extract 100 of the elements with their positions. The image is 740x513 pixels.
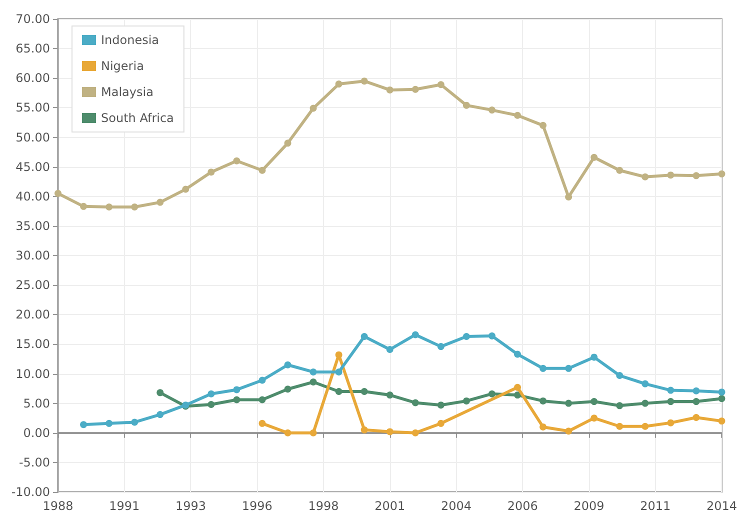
point xyxy=(565,428,572,435)
point xyxy=(514,384,522,391)
point xyxy=(284,386,292,393)
point xyxy=(692,387,700,394)
legend-label: Indonesia xyxy=(101,33,160,47)
point xyxy=(310,378,317,386)
point xyxy=(156,389,164,396)
point xyxy=(718,170,726,178)
point xyxy=(156,198,164,206)
x-tick-label: 2014 xyxy=(706,499,738,513)
y-tick-label: 65.00 xyxy=(16,42,50,56)
y-tick-label: 25.00 xyxy=(16,278,50,292)
point xyxy=(106,204,113,211)
point xyxy=(360,388,368,395)
point xyxy=(667,419,674,426)
point xyxy=(514,350,522,358)
point xyxy=(565,364,572,372)
y-tick-label: 15.00 xyxy=(16,337,50,352)
y-tick-label: 30.00 xyxy=(16,248,50,262)
x-tick-label: 1996 xyxy=(242,499,272,513)
point xyxy=(335,368,342,376)
point xyxy=(233,157,240,164)
point xyxy=(488,332,496,340)
point xyxy=(642,173,649,180)
x-tick-label: 1998 xyxy=(308,499,339,513)
point xyxy=(386,392,394,399)
x-tick-label: 2001 xyxy=(374,499,406,513)
point xyxy=(718,395,726,402)
point xyxy=(514,112,522,119)
y-tick-label: 20.00 xyxy=(16,308,50,322)
point xyxy=(258,166,266,174)
y-tick-label: 45.00 xyxy=(16,160,50,174)
point xyxy=(412,399,419,406)
point xyxy=(590,154,598,161)
point xyxy=(208,168,215,176)
point xyxy=(258,420,266,427)
point xyxy=(360,78,368,85)
legend-label: South Africa xyxy=(101,111,174,125)
y-tick-label: -5.00 xyxy=(18,455,50,470)
point xyxy=(284,140,292,147)
point xyxy=(642,380,649,388)
point xyxy=(667,172,674,179)
point xyxy=(80,421,88,428)
y-tick-label: 0.00 xyxy=(23,426,50,440)
point xyxy=(156,411,164,418)
point xyxy=(488,390,496,398)
point xyxy=(182,186,190,193)
point xyxy=(642,400,649,407)
point xyxy=(540,364,547,372)
point xyxy=(131,204,138,211)
point xyxy=(233,386,240,394)
y-tick-label: 60.00 xyxy=(16,71,50,86)
point xyxy=(514,392,522,399)
point xyxy=(692,414,700,421)
point xyxy=(667,398,674,406)
point xyxy=(258,396,266,404)
x-tick-label: 2011 xyxy=(640,499,671,513)
point xyxy=(80,202,88,210)
y-tick-label: -10.00 xyxy=(11,485,50,499)
point xyxy=(565,400,572,407)
point xyxy=(437,420,444,427)
y-tick-label: 50.00 xyxy=(16,130,50,144)
point xyxy=(616,166,624,174)
point xyxy=(692,172,700,180)
point xyxy=(310,429,317,436)
point xyxy=(208,390,215,398)
point xyxy=(437,343,444,350)
point xyxy=(284,429,292,436)
point xyxy=(540,397,547,404)
point xyxy=(437,402,444,409)
x-tick-label: 2006 xyxy=(507,499,538,513)
point xyxy=(462,102,470,109)
x-tick-label: 1993 xyxy=(175,499,206,513)
point xyxy=(386,428,394,436)
point xyxy=(335,388,342,395)
point xyxy=(540,122,547,129)
point xyxy=(540,423,547,430)
point xyxy=(642,422,649,430)
point xyxy=(616,372,624,380)
y-tick-label: 70.00 xyxy=(16,12,50,26)
y-tick-label: 5.00 xyxy=(23,396,50,410)
point xyxy=(310,368,317,376)
point xyxy=(437,81,444,88)
x-tick-label: 2004 xyxy=(440,499,472,513)
point xyxy=(386,346,394,354)
y-tick-label: 40.00 xyxy=(16,189,50,204)
x-tick-label: 1991 xyxy=(109,499,140,513)
point xyxy=(412,429,419,436)
point xyxy=(616,422,624,430)
point xyxy=(335,351,342,358)
point xyxy=(233,396,240,404)
x-tick-label: 1988 xyxy=(42,499,74,513)
x-tick-label: 2009 xyxy=(574,499,604,513)
y-tick-label: 10.00 xyxy=(16,366,50,381)
point xyxy=(335,80,342,88)
point xyxy=(488,106,496,114)
point xyxy=(462,397,470,404)
legend-label: Malaysia xyxy=(101,85,154,99)
y-tick-label: 55.00 xyxy=(16,100,50,115)
point xyxy=(131,418,138,426)
